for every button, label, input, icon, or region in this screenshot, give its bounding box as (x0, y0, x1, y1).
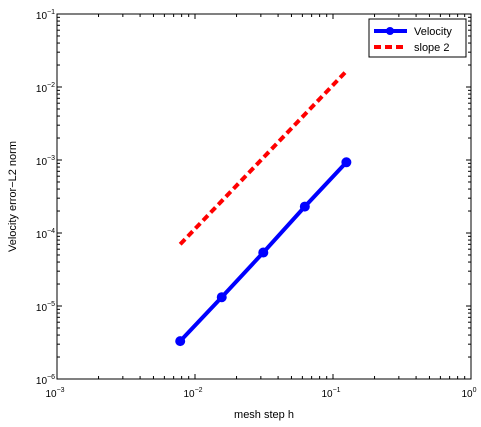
y-tick-exponent: −6 (47, 374, 55, 381)
x-tick-base: 10 (461, 389, 473, 400)
y-tick-base: 10 (36, 303, 48, 314)
x-tick-exponent: −3 (57, 387, 65, 394)
plot-area-frame (56, 13, 472, 380)
y-tick-base: 10 (36, 157, 48, 168)
y-tick-label: 10−6 (36, 374, 55, 387)
x-tick-base: 10 (45, 389, 57, 400)
data-point (341, 157, 352, 168)
x-axis-label: mesh step h (234, 409, 294, 421)
legend-label-slope: slope 2 (414, 42, 449, 54)
y-tick-label: 10−3 (36, 155, 55, 168)
x-tick-exponent: 0 (473, 387, 477, 394)
data-point (175, 336, 186, 347)
x-tick-labels: 10−3 10−2 10−1 100 (45, 387, 476, 400)
y-axis-label: Velocity error−L2 norm (7, 141, 19, 252)
series-layer (175, 69, 352, 347)
y-tick-label: 10−5 (36, 301, 55, 314)
data-point (258, 247, 269, 258)
series-line-1 (178, 69, 348, 246)
y-tick-labels: 10−610−510−410−310−210−1 (36, 9, 55, 387)
x-tick-exponent: −1 (333, 387, 341, 394)
x-tick-label: 10−2 (183, 387, 202, 400)
x-tick-base: 10 (321, 389, 333, 400)
legend: Velocity slope 2 (368, 18, 467, 58)
y-tick-exponent: −1 (47, 9, 55, 16)
y-tick-exponent: −2 (47, 82, 55, 89)
y-tick-base: 10 (36, 230, 48, 241)
data-point (216, 292, 227, 303)
x-tick-label: 100 (461, 387, 476, 400)
y-tick-exponent: −4 (47, 228, 55, 235)
y-tick-label: 10−4 (36, 228, 55, 241)
data-point (299, 201, 310, 212)
y-tick-base: 10 (36, 11, 48, 22)
x-tick-label: 10−1 (321, 387, 340, 400)
y-tick-label: 10−2 (36, 82, 55, 95)
legend-label-velocity: Velocity (414, 26, 452, 38)
x-tick-base: 10 (183, 389, 195, 400)
y-tick-exponent: −3 (47, 155, 55, 162)
y-tick-label: 10−1 (36, 9, 55, 22)
x-tick-exponent: −2 (195, 387, 203, 394)
y-tick-exponent: −5 (47, 301, 55, 308)
y-tick-base: 10 (36, 376, 48, 387)
x-tick-label: 10−3 (45, 387, 64, 400)
legend-box (368, 18, 467, 58)
legend-marker-velocity (386, 27, 394, 35)
y-tick-base: 10 (36, 84, 48, 95)
axis-ticks (56, 13, 472, 380)
